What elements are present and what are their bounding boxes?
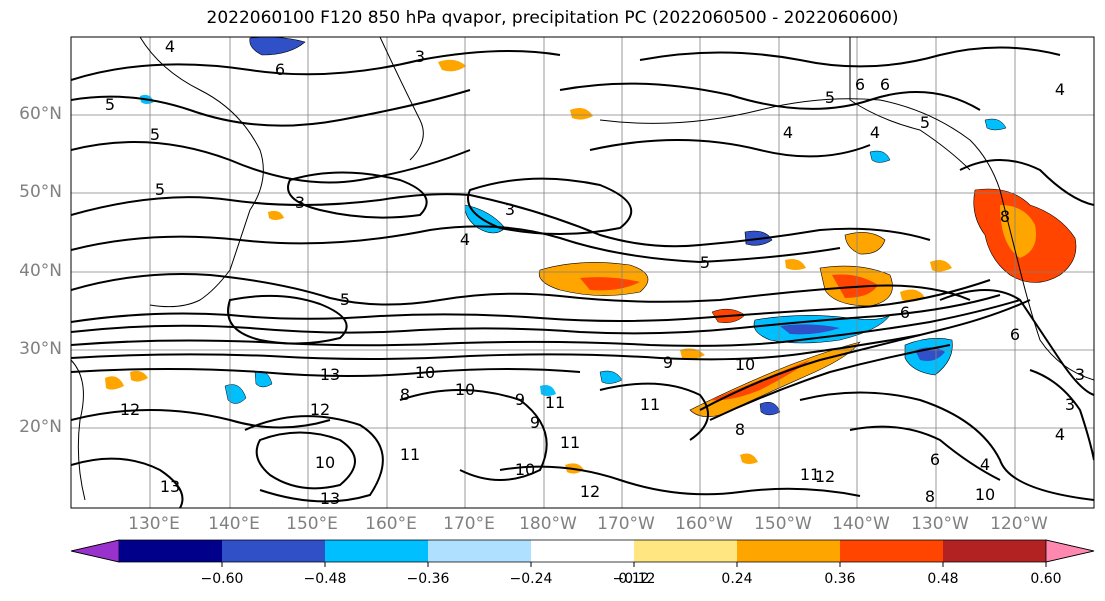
contour-label: 4 [460, 230, 470, 249]
contour-label: 6 [855, 75, 865, 94]
map-frame [70, 36, 1095, 509]
colorbar-segment [840, 540, 944, 562]
contour-label: 10 [455, 380, 475, 399]
contour-label: 5 [340, 290, 350, 309]
contour-label: 3 [1065, 395, 1075, 414]
contour-label: 9 [530, 413, 540, 432]
contour-label: 5 [825, 88, 835, 107]
qvapor-contours [71, 46, 1094, 508]
colorbar-tick-label: −0.36 [406, 571, 450, 587]
colorbar-segment [943, 540, 1047, 562]
contour-label: 5 [700, 253, 710, 272]
contour-label: 5 [105, 95, 115, 114]
latitude-label: 40°N [19, 261, 62, 281]
contour-label: 8 [1000, 207, 1010, 226]
contour-label: 5 [920, 113, 930, 132]
positive-precip [105, 59, 1077, 474]
colorbar-segment [325, 540, 429, 562]
contour-label: 4 [870, 123, 880, 142]
colorbar-segment [428, 540, 532, 562]
contour-label: 11 [545, 393, 565, 412]
longitude-label: 140°E [208, 514, 260, 534]
colorbar-tick-label: 0.36 [824, 571, 856, 587]
contour-label: 9 [663, 353, 673, 372]
contour-label: 3 [295, 193, 305, 212]
contour-label: 10 [515, 460, 535, 479]
coastlines [71, 37, 1094, 501]
contour-label: 6 [930, 450, 940, 469]
colorbar-tick-label: 0.24 [721, 571, 753, 587]
contour-label: 12 [815, 467, 835, 486]
contour-label: 13 [320, 489, 340, 508]
contour-label: 8 [735, 420, 745, 439]
colorbar-tick-label: −0.60 [200, 571, 244, 587]
contour-label: 10 [735, 355, 755, 374]
contour-label: 6 [900, 303, 910, 322]
longitude-label: 180°W [519, 514, 577, 534]
contour-label: 4 [1055, 425, 1065, 444]
longitude-label: 170°E [443, 514, 495, 534]
contour-label: 12 [310, 400, 330, 419]
contour-label: 11 [640, 395, 660, 414]
longitude-label: 160°W [675, 514, 733, 534]
contour-label: 4 [1055, 80, 1065, 99]
contour-label: 12 [120, 400, 140, 419]
colorbar-segment [737, 540, 841, 562]
colorbar-segment [119, 540, 223, 562]
map-title: 2022060100 F120 850 hPa qvapor, precipit… [206, 8, 899, 28]
colorbar-extend-low [70, 539, 120, 563]
contour-label: 4 [783, 123, 793, 142]
longitude-label: 160°E [365, 514, 417, 534]
precip-shading [105, 37, 1077, 474]
longitude-label: 130°W [911, 514, 969, 534]
contour-label: 3 [415, 47, 425, 66]
colorbar-tick-label: 0.48 [927, 571, 959, 587]
colorbar-tick-label: −0.24 [509, 571, 553, 587]
contour-label: 5 [155, 180, 165, 199]
latitude-label: 50°N [19, 182, 62, 202]
contour-label: 6 [275, 60, 285, 79]
longitude-label: 150°W [754, 514, 812, 534]
contour-label: 11 [400, 445, 420, 464]
latitude-label: 60°N [19, 104, 62, 124]
colorbar-outline [70, 539, 1095, 563]
contour-label: 6 [1010, 325, 1020, 344]
contour-label: 10 [975, 485, 995, 504]
colorbar-tick-label: 0.60 [1030, 571, 1062, 587]
colorbar-tick-label: −0.12 [612, 571, 656, 587]
contour-label: 3 [505, 200, 515, 219]
latitude-label: 20°N [19, 417, 62, 437]
contour-label: 8 [400, 385, 410, 404]
colorbar-segment [222, 540, 326, 562]
contour-label: 13 [160, 477, 180, 496]
contour-label: 9 [515, 390, 525, 409]
longitude-label: 120°W [990, 514, 1048, 534]
contour-label: 11 [560, 433, 580, 452]
longitude-label: 150°E [286, 514, 338, 534]
colorbar-segment [531, 540, 635, 562]
latitude-label: 30°N [19, 339, 62, 359]
contour-label: 6 [880, 75, 890, 94]
colorbar-tick-label: −0.48 [303, 571, 347, 587]
contour-label: 10 [415, 363, 435, 382]
contour-label: 8 [925, 487, 935, 506]
contour-label: 4 [165, 37, 175, 56]
contour-label: 3 [1075, 365, 1085, 384]
contour-label: 10 [315, 453, 335, 472]
longitude-label: 170°W [597, 514, 655, 534]
longitude-label: 140°W [832, 514, 890, 534]
colorbar [70, 539, 1095, 567]
contour-label: 13 [320, 365, 340, 384]
longitude-label: 130°E [128, 514, 180, 534]
contour-label: 11 [800, 465, 820, 484]
colorbar-tick-label: 0.12 [618, 571, 650, 587]
contour-label: 12 [580, 482, 600, 501]
negative-precip [140, 37, 1007, 416]
contour-label: 4 [980, 455, 990, 474]
contour-label: 5 [150, 125, 160, 144]
colorbar-extend-high [1045, 539, 1095, 563]
colorbar-segment [634, 540, 738, 562]
